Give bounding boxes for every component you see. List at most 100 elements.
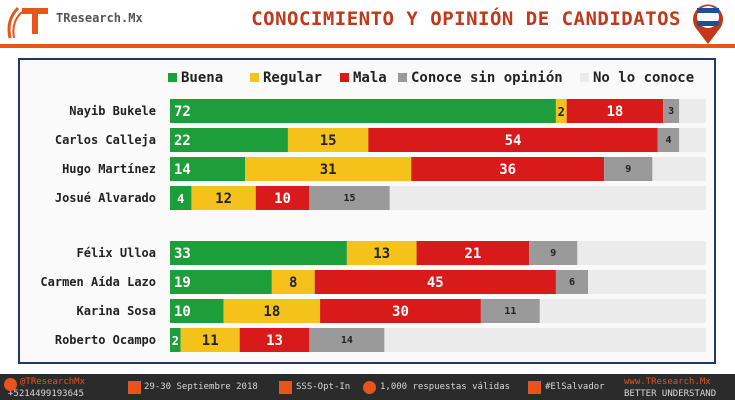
header-divider — [0, 44, 735, 48]
data-label-nayib-bukele-mala: 18 — [606, 104, 623, 120]
page-title: CONOCIMIENTO Y OPINIÓN DE CANDIDATOS — [251, 8, 681, 30]
data-label-carmen-aida-lazo-regular: 8 — [289, 275, 297, 291]
legend-swatch-conoce-sin-opinion — [398, 73, 407, 82]
data-label-karina-sosa-conoce-sin-opinion: 11 — [504, 306, 516, 317]
bar-roberto-ocampo-buena — [170, 328, 181, 352]
legend-label-buena: Buena — [181, 70, 223, 86]
data-label-hugo-martinez-mala: 36 — [499, 162, 516, 178]
category-label-carmen-aida-lazo: Carmen Aída Lazo — [40, 275, 156, 289]
bar-roberto-ocampo-mala — [239, 328, 310, 352]
bar-roberto-ocampo-conoce-sin-opinion — [309, 328, 385, 352]
data-label-nayib-bukele-regular: 2 — [558, 105, 565, 119]
bar-josue-alvarado-conoce-sin-opinion — [309, 186, 390, 210]
bar-carlos-calleja-no-lo-conoce — [679, 128, 706, 152]
data-label-felix-ulloa-mala: 21 — [464, 246, 481, 262]
footer-date: 29-30 Septiembre 2018 — [144, 382, 258, 392]
bar-hugo-martinez-conoce-sin-opinion — [604, 157, 653, 181]
bar-karina-sosa-regular — [223, 299, 321, 323]
footer-twitter[interactable]: @TResearchMx — [20, 377, 86, 387]
bar-roberto-ocampo-no-lo-conoce — [384, 328, 706, 352]
bar-chart-icon — [279, 381, 292, 394]
bar-carmen-aida-lazo-buena — [170, 270, 272, 294]
responses-icon — [363, 381, 376, 394]
footer: @TResearchMx +5214499193645 29-30 Septie… — [0, 374, 735, 400]
category-label-karina-sosa: Karina Sosa — [77, 304, 156, 318]
data-label-josue-alvarado-conoce-sin-opinion: 15 — [344, 193, 356, 204]
bar-carmen-aida-lazo-conoce-sin-opinion — [555, 270, 589, 294]
data-label-carlos-calleja-buena: 22 — [174, 133, 191, 149]
data-label-josue-alvarado-buena: 4 — [177, 192, 184, 206]
bar-nayib-bukele-mala — [566, 99, 664, 123]
bar-karina-sosa-conoce-sin-opinion — [480, 299, 540, 323]
data-label-karina-sosa-buena: 10 — [174, 304, 191, 320]
bar-roberto-ocampo-regular — [180, 328, 240, 352]
data-label-roberto-ocampo-regular: 11 — [202, 333, 219, 349]
data-label-carmen-aida-lazo-mala: 45 — [427, 275, 444, 291]
bar-hugo-martinez-buena — [170, 157, 246, 181]
bar-hugo-martinez-mala — [411, 157, 605, 181]
footer-hashtag: #ElSalvador — [545, 382, 605, 392]
category-label-carlos-calleja: Carlos Calleja — [55, 133, 156, 147]
legend-swatch-mala — [340, 73, 349, 82]
header: TResearch.Mx CONOCIMIENTO Y OPINIÓN DE C… — [0, 0, 735, 45]
stacked-bar-chart: Buena Regular Mala Conoce sin opinión No lo … — [40, 70, 706, 352]
data-label-felix-ulloa-buena: 33 — [174, 246, 191, 262]
legend-label-no-lo-conoce: No lo conoce — [593, 70, 694, 86]
bar-nayib-bukele-regular — [555, 99, 567, 123]
data-label-karina-sosa-regular: 18 — [263, 304, 280, 320]
category-label-roberto-ocampo: Roberto Ocampo — [55, 333, 156, 347]
bar-carlos-calleja-mala — [368, 128, 658, 152]
bar-josue-alvarado-mala — [255, 186, 310, 210]
brand-name: TResearch.Mx — [56, 11, 143, 25]
footer-website[interactable]: www.TResearch.Mx — [624, 377, 711, 387]
bar-nayib-bukele-no-lo-conoce — [679, 99, 706, 123]
data-label-felix-ulloa-conoce-sin-opinion: 9 — [550, 248, 556, 259]
data-label-hugo-martinez-conoce-sin-opinion: 9 — [625, 164, 631, 175]
data-label-roberto-ocampo-conoce-sin-opinion: 14 — [341, 335, 353, 346]
footer-phone: +5214499193645 — [8, 389, 84, 399]
data-label-nayib-bukele-buena: 72 — [174, 104, 191, 120]
category-label-nayib-bukele: Nayib Bukele — [69, 104, 156, 118]
bar-hugo-martinez-no-lo-conoce — [652, 157, 706, 181]
hashtag-icon — [528, 381, 541, 394]
bar-nayib-bukele-buena — [170, 99, 556, 123]
bar-carlos-calleja-conoce-sin-opinion — [657, 128, 680, 152]
data-label-roberto-ocampo-buena: 2 — [172, 334, 179, 348]
bar-carmen-aida-lazo-regular — [271, 270, 315, 294]
bar-karina-sosa-no-lo-conoce — [539, 299, 706, 323]
data-label-carmen-aida-lazo-conoce-sin-opinion: 6 — [569, 277, 575, 288]
bar-felix-ulloa-mala — [416, 241, 530, 265]
category-label-felix-ulloa: Félix Ulloa — [77, 246, 156, 260]
legend-label-regular: Regular — [263, 70, 322, 86]
bar-josue-alvarado-regular — [191, 186, 256, 210]
category-label-hugo-martinez: Hugo Martínez — [62, 162, 156, 176]
legend-swatch-regular — [250, 73, 259, 82]
data-label-carlos-calleja-mala: 54 — [505, 133, 522, 149]
bar-carmen-aida-lazo-no-lo-conoce — [588, 270, 706, 294]
bar-felix-ulloa-buena — [170, 241, 347, 265]
bar-hugo-martinez-regular — [245, 157, 412, 181]
data-label-josue-alvarado-mala: 10 — [274, 191, 291, 207]
calendar-icon — [128, 381, 141, 394]
category-label-josue-alvarado: Josué Alvarado — [55, 191, 156, 205]
data-label-hugo-martinez-regular: 31 — [320, 162, 337, 178]
legend-swatch-no-lo-conoce — [580, 73, 589, 82]
data-label-felix-ulloa-regular: 13 — [373, 246, 390, 262]
bar-felix-ulloa-regular — [346, 241, 417, 265]
data-label-carmen-aida-lazo-buena: 19 — [174, 275, 191, 291]
bar-nayib-bukele-conoce-sin-opinion — [663, 99, 680, 123]
twitter-icon — [4, 378, 17, 391]
el-salvador-flag-pin-icon — [693, 4, 723, 45]
legend-label-mala: Mala — [353, 70, 387, 86]
bar-karina-sosa-buena — [170, 299, 224, 323]
data-label-roberto-ocampo-mala: 13 — [266, 333, 283, 349]
legend-swatch-buena — [168, 73, 177, 82]
bar-josue-alvarado-buena — [170, 186, 192, 210]
data-label-hugo-martinez-buena: 14 — [174, 162, 191, 178]
footer-slogan: BETTER UNDERSTAND — [624, 389, 717, 399]
data-label-josue-alvarado-regular: 12 — [215, 191, 232, 207]
footer-method: SSS-Opt-In — [296, 382, 351, 392]
bar-carmen-aida-lazo-mala — [314, 270, 556, 294]
tresearch-logo-icon — [7, 6, 48, 39]
legend-label-conoce-sin-opinion: Conoce sin opinión — [411, 70, 563, 86]
